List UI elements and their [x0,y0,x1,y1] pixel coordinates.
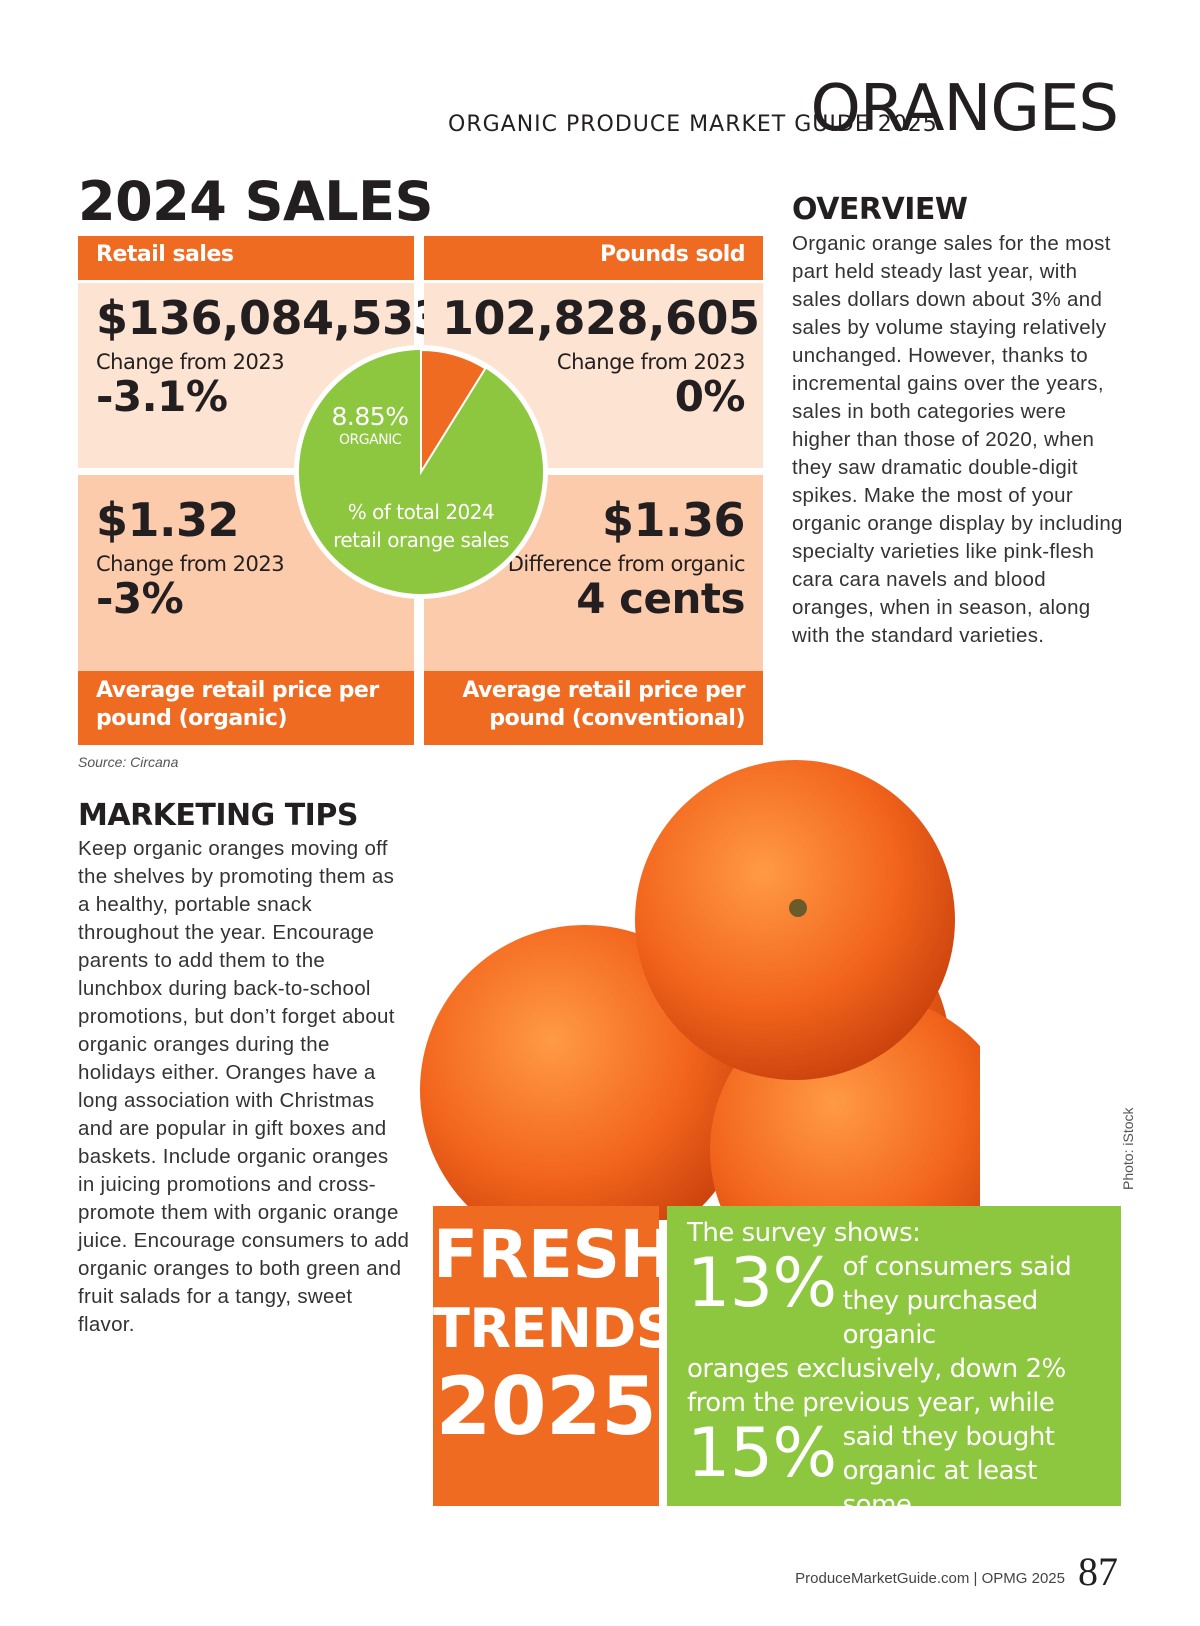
overview-title: OVERVIEW [792,192,968,227]
survey-intro: The survey shows: [687,1218,921,1248]
survey-stat: 13% [687,1244,837,1323]
box-footer: Average retail price per pound (conventi… [424,671,763,745]
stat-label: Difference from organic [507,551,746,576]
section-title: 2024 SALES [78,170,433,233]
page-title: ORANGES [810,72,1119,146]
stem [789,899,807,917]
survey-text: of the time, down 3%. [687,1524,964,1554]
orange [635,760,955,1080]
stat-change: -3% [96,573,184,623]
stat-value: $1.32 [96,493,240,547]
stat-label: Change from 2023 [96,551,285,576]
stat-value: 102,828,605 [442,291,760,345]
box-footer: Average retail price per pound (organic) [78,671,414,745]
stat-change: -3.1% [96,371,228,421]
marketing-text: Keep organic oranges moving off the shel… [78,837,410,1336]
stat-value: $1.36 [601,493,746,547]
survey-text: said they bought organic at least some [842,1422,1055,1520]
stat-label: Change from 2023 [96,349,285,374]
source: Source: Circana [78,754,179,770]
page-number: 87 [1078,1549,1118,1594]
pie-chart [294,345,548,599]
survey-text: of consumers said they purchased organic [842,1252,1072,1350]
stat-value: $136,084,533 [96,291,446,345]
survey-text: oranges exclusively, down 2% from the pr… [687,1354,1066,1418]
pie-sublabel: ORGANIC [338,432,402,448]
fresh-trends-line: TRENDS [433,1297,675,1360]
survey-stat: 15% [687,1414,837,1493]
guide-title: ORGANIC PRODUCE MARKET GUIDE 2025 [448,112,938,137]
overview-text: Organic orange sales for the most part h… [792,232,1123,647]
pie-slice [420,348,487,476]
oranges-photo [420,760,980,1220]
box-header: Retail sales [78,236,414,280]
photo-credit: Photo: iStock [1120,1107,1136,1191]
fresh-trends-line: 2025 [435,1360,657,1453]
stat-change: 0% [674,371,746,421]
fresh-trends-box: FRESH TRENDS 2025 [433,1206,675,1506]
fresh-trends-line: FRESH [433,1216,675,1293]
footer-site: ProduceMarketGuide.com | OPMG 2025 [795,1570,1065,1587]
survey-box: The survey shows: 13% of consumers said t… [667,1206,1121,1554]
marketing-title: MARKETING TIPS [78,798,358,833]
pie-value-label: 8.85% [331,402,409,431]
box-header: Pounds sold [424,236,763,280]
stat-label: Change from 2023 [556,349,746,374]
stat-change: 4 cents [576,573,745,623]
pie-caption: % of total 2024 retail orange sales [333,500,509,552]
